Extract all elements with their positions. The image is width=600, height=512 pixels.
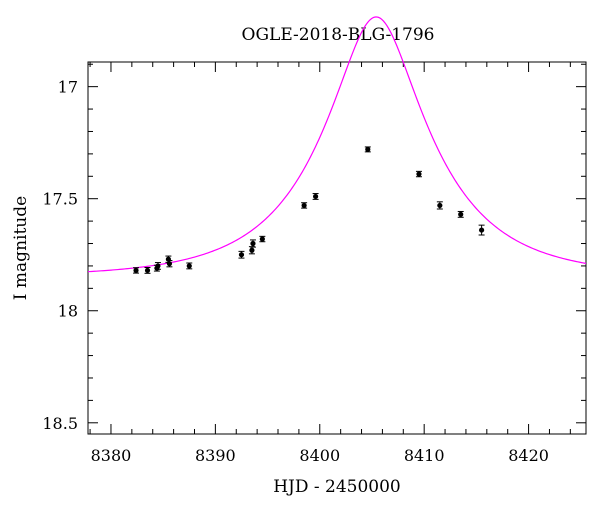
chart-title: OGLE-2018-BLG-1796 (242, 25, 435, 45)
data-point (301, 202, 308, 209)
data-point (186, 262, 193, 270)
plot-frame (87, 61, 587, 435)
y-tick-labels: 17 17.5 18 18.5 (42, 78, 78, 433)
x-tick-label: 8380 (91, 446, 132, 465)
point-marker (250, 240, 256, 247)
data-points-layer (133, 146, 485, 274)
point-marker (437, 202, 443, 209)
point-marker (458, 211, 464, 217)
data-point (248, 246, 255, 255)
point-marker (301, 202, 307, 209)
point-marker (155, 263, 161, 269)
x-tick-label: 8400 (299, 446, 340, 465)
data-point (457, 210, 464, 218)
point-marker (238, 252, 245, 258)
model-curve-layer (87, 16, 587, 273)
data-point (133, 267, 140, 274)
x-tick-labels: 8380 8390 8400 8410 8420 (91, 446, 549, 465)
x-tick-label: 8420 (508, 446, 549, 465)
point-marker (133, 267, 139, 274)
point-marker (365, 146, 371, 152)
data-point (364, 146, 371, 153)
model-curve-line (87, 16, 587, 273)
data-point (415, 170, 422, 178)
data-point (144, 266, 151, 274)
data-point (478, 224, 485, 236)
data-point (259, 235, 266, 243)
data-point (166, 260, 173, 268)
data-point (238, 250, 245, 259)
y-tick-label: 17.5 (42, 190, 78, 209)
point-marker (186, 263, 192, 269)
data-point (154, 262, 161, 270)
point-marker (416, 171, 422, 177)
data-point (436, 201, 443, 210)
minor-ticks (88, 62, 586, 434)
point-marker (144, 267, 151, 274)
x-tick-label: 8410 (404, 446, 445, 465)
data-point (249, 239, 256, 248)
point-marker (259, 236, 265, 242)
major-ticks (88, 62, 586, 434)
y-tick-label: 18 (58, 302, 78, 321)
x-axis-title: HJD - 2450000 (273, 477, 401, 497)
y-tick-label: 18.5 (42, 414, 78, 433)
point-marker (478, 227, 485, 233)
y-axis-title: I magnitude (11, 196, 31, 300)
point-marker (249, 247, 255, 253)
point-marker (312, 193, 319, 200)
data-point (312, 193, 319, 200)
x-tick-label: 8390 (195, 446, 236, 465)
point-marker (166, 261, 173, 267)
y-tick-label: 17 (58, 78, 78, 97)
